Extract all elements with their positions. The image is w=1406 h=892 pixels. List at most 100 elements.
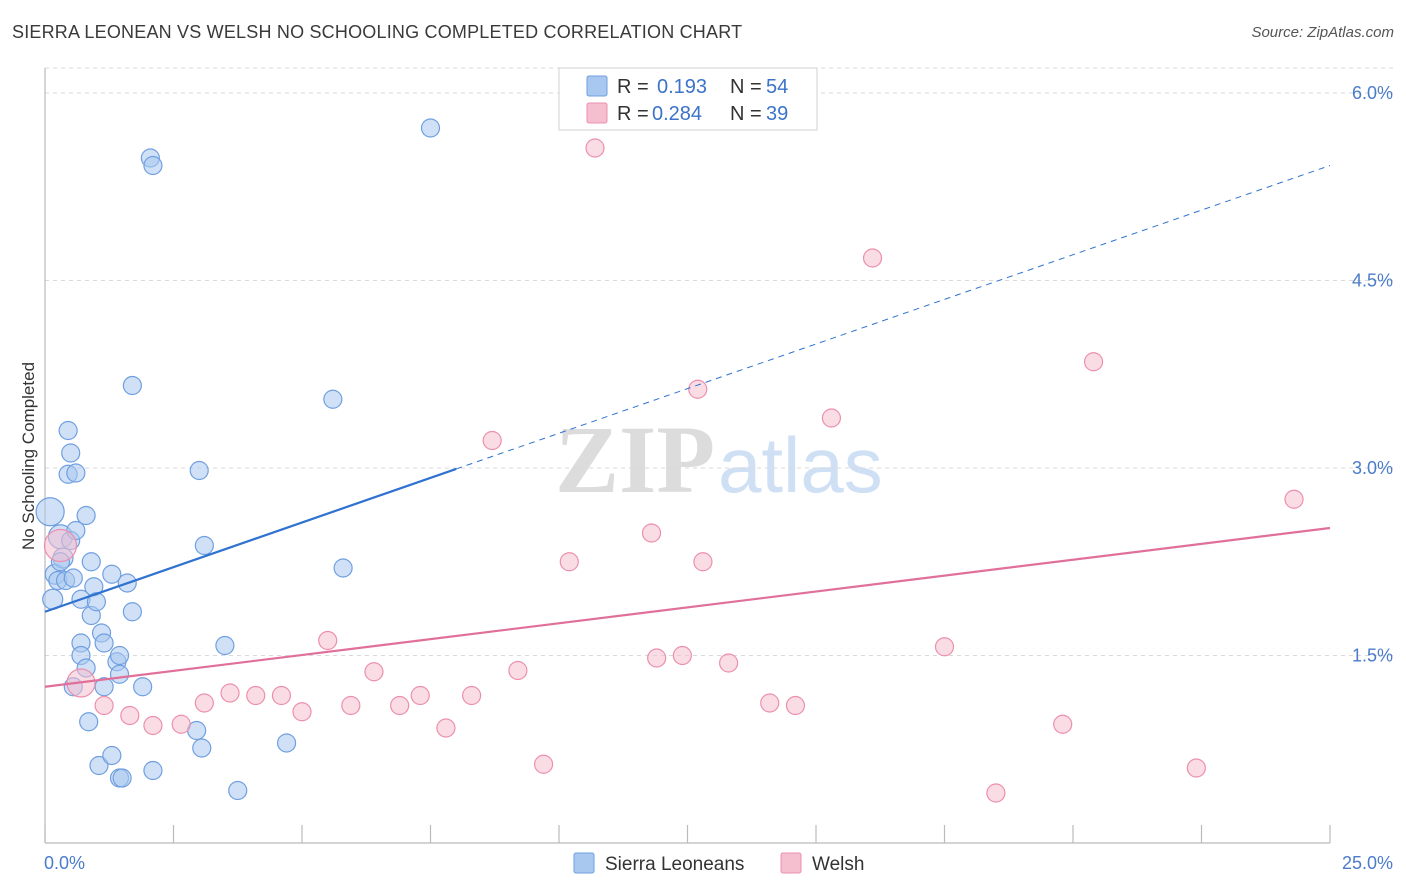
point-welsh (508, 660, 528, 681)
point-welsh (688, 379, 708, 399)
trendline-sierra-leoneans-extension (456, 165, 1331, 470)
point-sierra-leonean (112, 768, 132, 788)
watermark-zip: ZIP (555, 406, 715, 513)
point-welsh (462, 685, 482, 706)
top-legend: R = 0.193 N = 54 R = 0.284 N = 39 (558, 67, 818, 131)
point-welsh (719, 653, 739, 673)
point-sierra-leonean (76, 505, 96, 526)
point-welsh (143, 715, 163, 736)
legend-n-label-sierra-leoneans: N = (730, 76, 762, 98)
point-welsh (94, 695, 114, 716)
chart-source: Source: ZipAtlas.com (1251, 24, 1394, 41)
y-tick-label: 4.5% (1352, 271, 1393, 291)
point-welsh (760, 693, 780, 713)
point-sierra-leonean (192, 738, 212, 758)
point-welsh (862, 248, 883, 268)
bottom-legend-swatch-welsh (780, 852, 802, 874)
point-welsh (271, 685, 292, 706)
x-ticks (44, 825, 1331, 843)
point-welsh (171, 714, 191, 734)
point-welsh (1284, 489, 1304, 509)
legend-r-sierra-leoneans: 0.193 (657, 76, 707, 98)
chart-title: SIERRA LEONEAN VS WELSH NO SCHOOLING COM… (12, 22, 743, 42)
point-welsh (436, 718, 456, 738)
point-welsh (1083, 352, 1104, 372)
point-sierra-leonean (89, 755, 109, 776)
gridlines (45, 67, 1393, 656)
point-sierra-leonean (333, 558, 353, 578)
point-sierra-leonean (81, 552, 101, 572)
point-welsh (672, 645, 692, 666)
bottom-legend-label-welsh: Welsh (812, 854, 864, 875)
bottom-legend-label-sierra-leoneans: Sierra Leoneans (605, 854, 744, 875)
point-sierra-leonean (276, 733, 297, 753)
point-sierra-leonean (228, 780, 248, 801)
legend-r-welsh: 0.284 (652, 103, 702, 125)
legend-n-welsh: 39 (766, 103, 788, 125)
point-welsh (318, 630, 338, 651)
legend-r-label-welsh: R = (617, 103, 649, 125)
point-sierra-leonean (143, 760, 163, 781)
point-sierra-leonean (323, 389, 343, 409)
trendline-sierra-leoneans (44, 467, 457, 613)
bottom-legend: Sierra Leoneans Welsh (573, 852, 864, 875)
point-welsh (194, 693, 214, 713)
point-welsh (785, 695, 806, 716)
point-welsh (43, 528, 78, 563)
point-sierra-leonean (420, 118, 441, 138)
point-welsh (533, 754, 554, 774)
legend-n-label-welsh: N = (730, 103, 762, 125)
legend-r-label-sierra-leoneans: R = (617, 76, 649, 98)
point-sierra-leonean (58, 420, 78, 441)
point-welsh (292, 702, 312, 722)
point-sierra-leonean (61, 443, 81, 463)
point-sierra-leonean (194, 535, 214, 556)
y-tick-label: 6.0% (1352, 83, 1393, 103)
point-welsh (410, 685, 430, 706)
point-sierra-leonean (94, 633, 114, 653)
legend-n-sierra-leoneans: 54 (766, 76, 788, 98)
point-sierra-leonean (109, 664, 130, 684)
x-tick-label-min: 0.0% (44, 853, 85, 873)
series-sierra-leoneans (35, 118, 441, 801)
point-sierra-leonean (122, 375, 142, 396)
point-welsh (246, 685, 266, 706)
point-welsh (1053, 714, 1073, 734)
point-welsh (986, 783, 1006, 803)
point-sierra-leonean (122, 602, 142, 622)
trendline-welsh (44, 526, 1331, 688)
legend-swatch-welsh (586, 102, 608, 124)
point-sierra-leonean (133, 677, 153, 697)
point-sierra-leonean (143, 155, 163, 176)
point-welsh (647, 648, 667, 668)
point-welsh (559, 552, 579, 572)
point-welsh (585, 138, 605, 158)
point-welsh (364, 662, 384, 682)
point-welsh (821, 408, 842, 428)
legend-swatch-sierra-leoneans (586, 75, 608, 97)
point-sierra-leonean (102, 745, 122, 766)
point-sierra-leonean (189, 460, 209, 481)
trendlines (44, 165, 1331, 688)
x-tick-label-max: 25.0% (1342, 853, 1393, 873)
point-welsh (934, 637, 955, 657)
point-sierra-leonean (94, 677, 114, 697)
bottom-legend-swatch-sierra-leoneans (573, 852, 595, 874)
point-sierra-leonean (215, 635, 235, 656)
y-tick-label: 3.0% (1352, 458, 1393, 478)
point-welsh (220, 683, 240, 703)
point-welsh (120, 705, 140, 726)
watermark-atlas: atlas (718, 421, 883, 509)
point-welsh (482, 430, 502, 451)
point-sierra-leonean (66, 463, 86, 483)
point-welsh (390, 695, 410, 716)
point-sierra-leonean (79, 712, 99, 732)
y-axis-title: No Schooling Completed (19, 362, 38, 550)
point-welsh (341, 695, 361, 716)
y-tick-labels: 1.5% 3.0% 4.5% 6.0% (1352, 83, 1393, 666)
point-sierra-leonean (102, 564, 122, 584)
point-welsh (693, 552, 713, 572)
point-sierra-leonean (109, 645, 130, 666)
point-sierra-leonean (35, 497, 65, 527)
